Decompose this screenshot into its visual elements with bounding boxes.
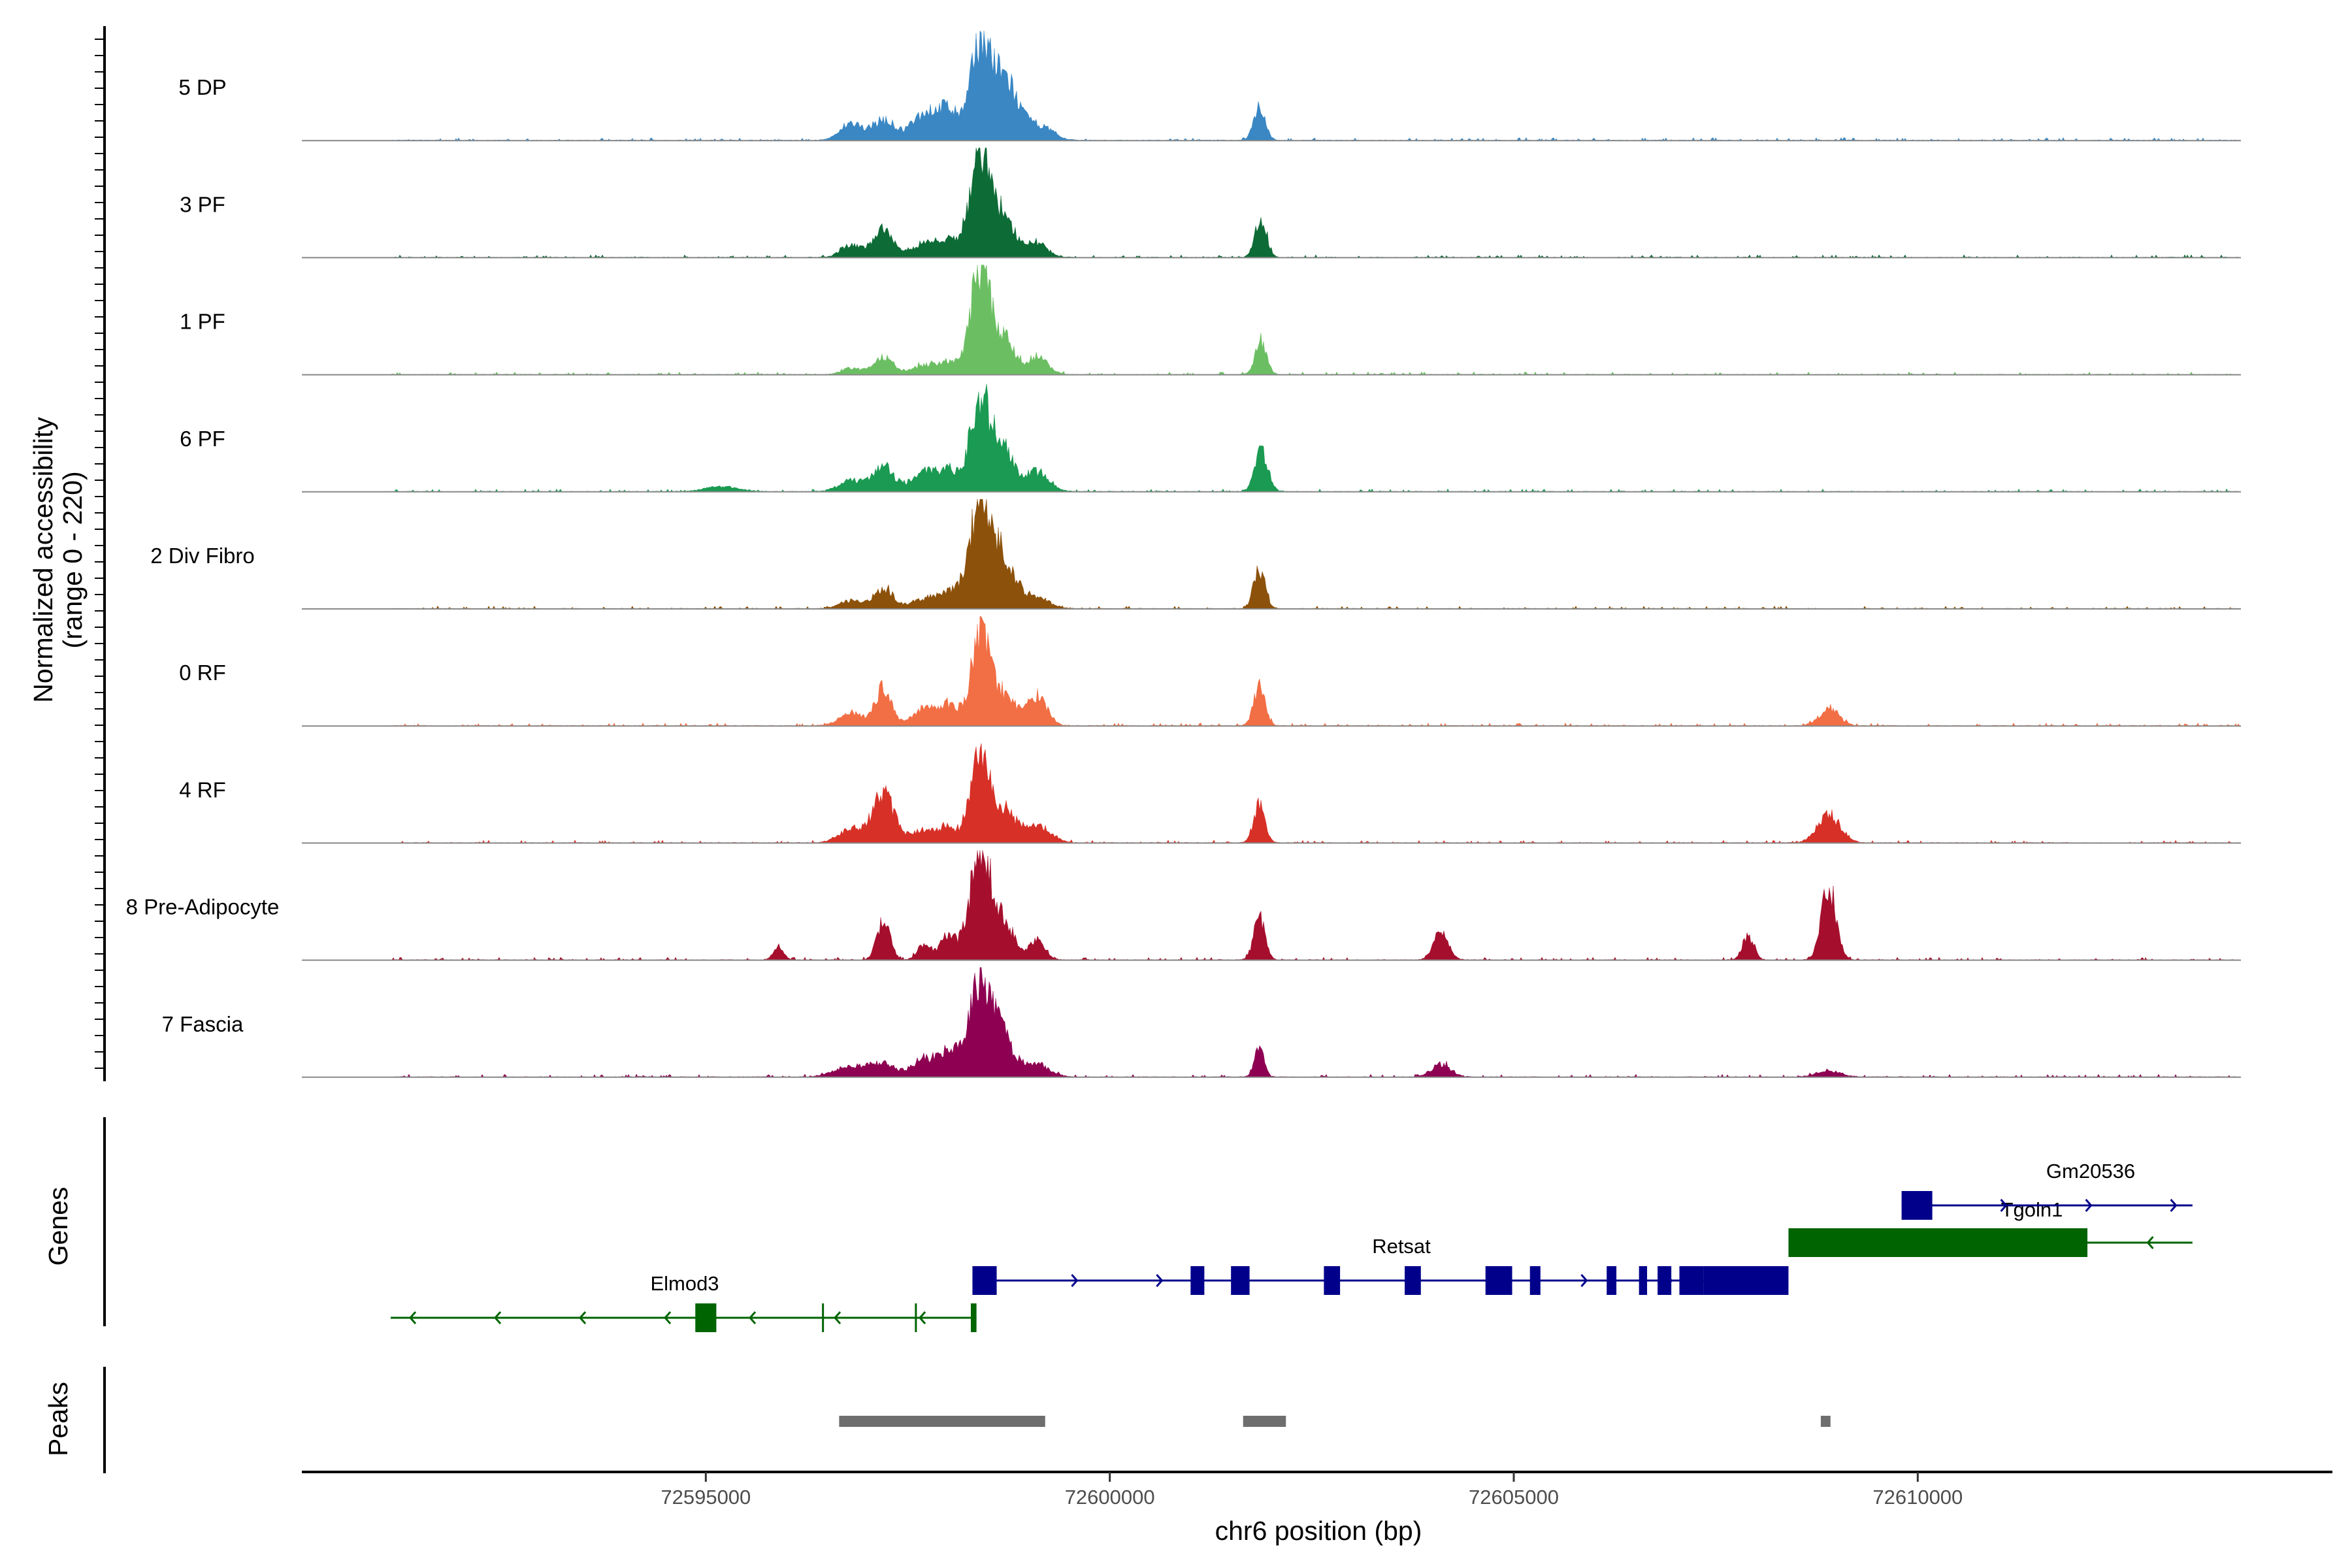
x-tick-label: 72600000 [1065, 1486, 1155, 1509]
peak-region [839, 1416, 1045, 1427]
strand-arrow [1580, 1274, 1588, 1287]
coverage-area [302, 30, 2241, 141]
gene-elmod3: Elmod3 [391, 1272, 977, 1332]
exon [1639, 1266, 1648, 1295]
gene-retsat: Retsat [972, 1235, 1789, 1295]
exon [695, 1303, 717, 1332]
exon [1607, 1266, 1617, 1295]
exon [1788, 1228, 2088, 1257]
track-2-div-fibro: 2 Div Fibro [150, 498, 2241, 610]
exon [1658, 1266, 1672, 1295]
strand-arrow [834, 1311, 841, 1324]
track-8-pre-adipocyte: 8 Pre-Adipocyte [126, 850, 2241, 961]
gene-label: Elmod3 [650, 1272, 719, 1295]
track-0-rf: 0 RF [179, 615, 2241, 727]
track-label: 5 DP [178, 75, 226, 99]
genes-axis-title: Genes [43, 1187, 73, 1266]
track-label: 0 RF [179, 661, 226, 685]
coverage-area [302, 743, 2241, 843]
strand-arrow [409, 1311, 417, 1324]
exon [1901, 1191, 1933, 1220]
y-axis-title: Normalized accessibility [28, 417, 58, 703]
exon [1231, 1266, 1250, 1295]
exon [1529, 1266, 1541, 1295]
strand-arrow [1156, 1274, 1164, 1287]
axes [95, 26, 106, 1473]
track-1-pf: 1 PF [180, 265, 2241, 376]
gene-label: Tgoln1 [2001, 1198, 2063, 1221]
strand-arrow [919, 1311, 926, 1324]
exon [1703, 1266, 1789, 1295]
coverage-area [302, 384, 2240, 493]
exon [970, 1303, 977, 1332]
x-tick-label: 72605000 [1469, 1486, 1559, 1509]
coverage-area [302, 615, 2241, 727]
peaks-axis-title: Peaks [43, 1382, 73, 1456]
coverage-area [302, 148, 2241, 258]
gene-label: Retsat [1372, 1235, 1431, 1258]
strand-arrow [749, 1311, 757, 1324]
track-7-fascia: 7 Fascia [162, 967, 2241, 1078]
strand-arrow [494, 1311, 502, 1324]
coverage-area [302, 967, 2241, 1078]
track-label: 4 RF [179, 777, 226, 802]
strand-arrow [2170, 1199, 2178, 1212]
track-3-pf: 3 PF [180, 148, 2241, 259]
genes-panel: Elmod3 Retsat Tgoln1 Gm20536 [391, 1160, 2193, 1332]
gene-gm20536: Gm20536 [1901, 1160, 2193, 1220]
exon [1485, 1266, 1512, 1295]
track-5-dp: 5 DP [178, 30, 2241, 142]
peaks-panel [839, 1416, 1831, 1427]
gene-label: Gm20536 [2046, 1160, 2135, 1183]
exon [972, 1266, 997, 1295]
track-label: 2 Div Fibro [150, 544, 255, 568]
exon [1405, 1266, 1421, 1295]
track-label: 1 PF [180, 310, 225, 334]
peak-region [1820, 1416, 1831, 1427]
track-label: 6 PF [180, 427, 225, 451]
y-axis-range: (range 0 - 220) [57, 471, 88, 648]
coverage-area [302, 265, 2241, 375]
track-label: 3 PF [180, 192, 225, 216]
strand-arrow [664, 1311, 672, 1324]
gene-tgoln1: Tgoln1 [1788, 1198, 2193, 1257]
coverage-area [302, 850, 2240, 961]
exon [1324, 1266, 1341, 1295]
coverage-area [302, 498, 2241, 610]
strand-arrow [2085, 1199, 2093, 1212]
strand-arrow [2146, 1236, 2154, 1249]
coverage-tracks: 5 DP 3 PF 1 PF 6 PF 2 Div Fibro 0 RF 4 RF 8 Pre… [126, 30, 2241, 1078]
strand-arrow [2000, 1199, 2008, 1212]
track-label: 7 Fascia [162, 1012, 244, 1036]
exon [1190, 1266, 1205, 1295]
track-4-rf: 4 RF [179, 743, 2241, 844]
peak-region [1243, 1416, 1286, 1427]
track-6-pf: 6 PF [180, 384, 2241, 493]
x-axis-title: chr6 position (bp) [1215, 1516, 1422, 1546]
track-label: 8 Pre-Adipocyte [126, 895, 280, 919]
x-tick-label: 72610000 [1872, 1486, 1963, 1509]
strand-arrow [1071, 1274, 1079, 1287]
strand-arrow [579, 1311, 587, 1324]
x-tick-label: 72595000 [661, 1486, 751, 1509]
x-axis: 72595000 72600000 72605000 72610000 [302, 1471, 2332, 1509]
exon [1679, 1266, 1704, 1295]
